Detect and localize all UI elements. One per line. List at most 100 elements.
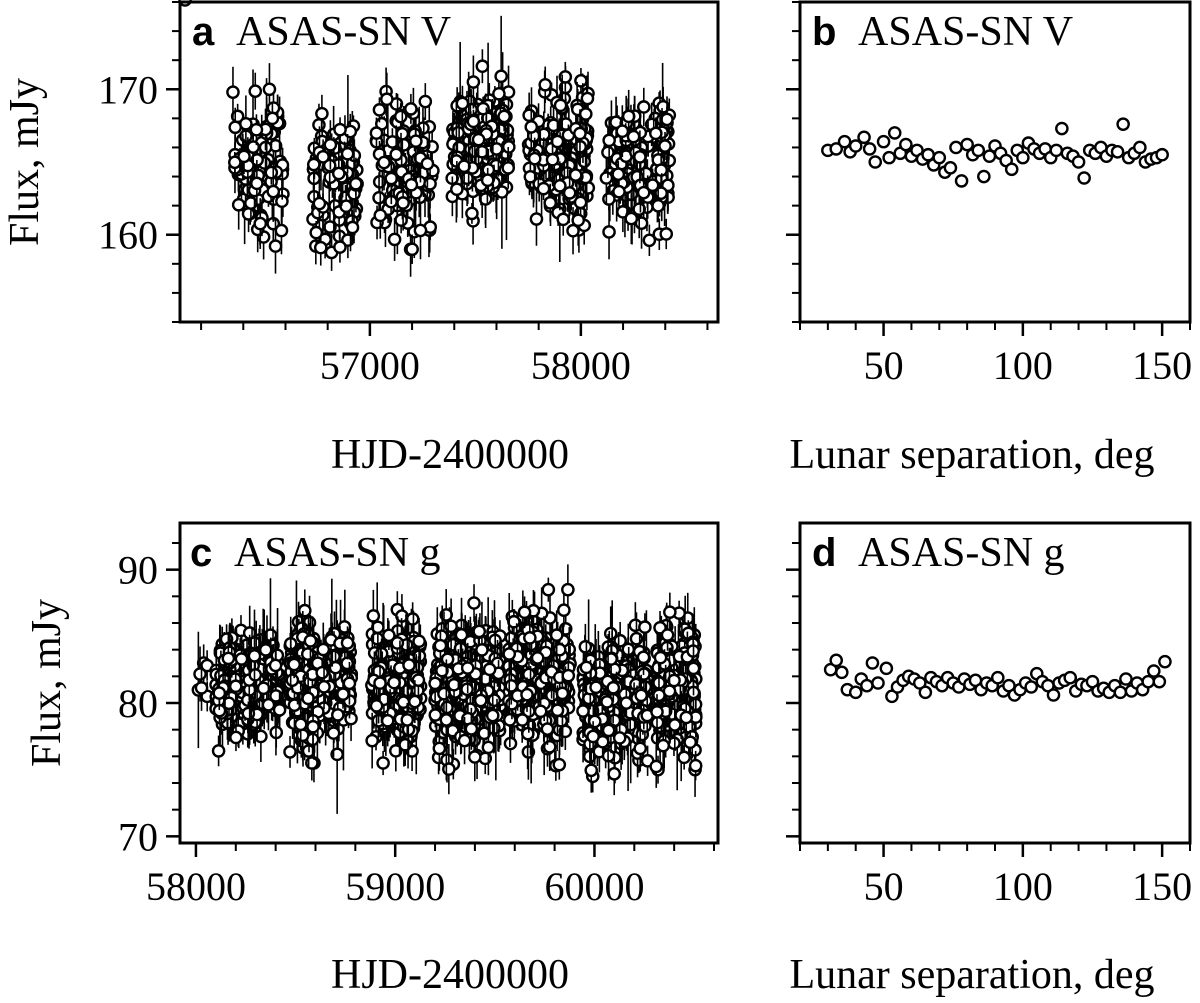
data-point <box>615 124 630 139</box>
data-point <box>651 198 665 213</box>
data-point <box>660 112 674 127</box>
data-point <box>1055 121 1069 136</box>
data-point <box>340 636 355 650</box>
data-point <box>601 145 615 160</box>
data-point <box>899 137 913 152</box>
data-point <box>619 696 634 710</box>
data-point <box>517 605 532 620</box>
data-point <box>404 177 419 192</box>
x-tick-label: 50 <box>864 343 904 388</box>
data-point <box>336 687 350 701</box>
data-point <box>527 151 542 166</box>
data-point <box>584 763 599 778</box>
data-point <box>492 86 506 101</box>
data-point <box>634 688 648 703</box>
data-point <box>485 708 500 723</box>
data-point <box>1049 143 1064 158</box>
data-point <box>467 596 481 610</box>
data-point <box>306 719 320 734</box>
x-tick-label: 150 <box>1132 343 1192 388</box>
data-point <box>250 176 264 191</box>
data-point <box>229 730 243 745</box>
data-point <box>553 178 567 193</box>
data-point <box>433 638 448 653</box>
panel-a-ylabel: Flux, mJy <box>2 78 48 246</box>
data-point <box>285 673 300 687</box>
data-point <box>561 668 576 683</box>
data-point <box>576 704 590 718</box>
data-point <box>330 708 345 722</box>
data-point <box>481 740 496 755</box>
data-point <box>466 75 481 89</box>
data-point <box>524 120 539 134</box>
data-point <box>580 91 595 106</box>
data-point <box>949 140 963 155</box>
data-point <box>376 756 390 770</box>
data-point <box>297 603 312 618</box>
data-point <box>536 181 551 196</box>
data-point <box>372 103 387 117</box>
data-point <box>394 213 408 227</box>
data-point <box>315 665 329 680</box>
data-point <box>228 679 243 694</box>
panel-b-plot <box>821 117 1169 188</box>
data-point <box>633 150 647 164</box>
data-point <box>475 643 489 657</box>
data-point <box>428 708 443 722</box>
data-point <box>464 722 479 736</box>
data-point <box>472 624 487 639</box>
data-point <box>1004 162 1019 177</box>
data-point <box>550 134 565 149</box>
x-tick-label: 58000 <box>531 343 631 388</box>
data-point <box>323 137 338 152</box>
data-point <box>241 706 256 721</box>
data-point <box>571 213 586 228</box>
data-point <box>543 196 558 210</box>
data-point <box>295 728 310 743</box>
data-point <box>247 649 262 663</box>
data-point <box>340 656 354 671</box>
data-point <box>193 667 207 681</box>
panel-a-xlabel: HJD-2400000 <box>331 432 569 478</box>
data-point <box>249 122 264 137</box>
data-point <box>475 59 490 74</box>
data-point <box>626 129 641 144</box>
data-point <box>523 169 538 184</box>
data-point <box>395 126 410 141</box>
data-point <box>387 232 402 247</box>
data-point <box>413 223 428 238</box>
data-point <box>228 155 242 170</box>
data-point <box>460 661 475 675</box>
data-point <box>522 667 536 682</box>
data-point <box>365 733 379 748</box>
data-point <box>549 628 564 642</box>
data-point <box>274 223 289 238</box>
data-point <box>366 609 381 623</box>
data-point <box>659 227 674 241</box>
data-point <box>558 70 573 84</box>
data-point <box>502 647 517 661</box>
data-point <box>315 106 329 121</box>
data-point <box>439 713 454 727</box>
data-point <box>256 681 271 696</box>
data-point <box>603 626 618 641</box>
data-point <box>887 126 902 140</box>
data-point <box>529 212 544 226</box>
data-point <box>241 207 256 221</box>
data-point <box>312 196 327 211</box>
data-point <box>542 739 557 754</box>
data-point <box>317 680 331 694</box>
data-point <box>331 166 346 181</box>
data-point <box>638 620 652 634</box>
data-point <box>971 143 986 158</box>
data-point <box>556 212 571 227</box>
data-point <box>515 713 530 727</box>
data-point <box>607 767 622 781</box>
data-point <box>520 687 534 702</box>
data-point <box>369 126 384 140</box>
data-point <box>553 98 568 113</box>
data-point <box>349 176 363 191</box>
data-point <box>377 155 391 170</box>
data-point <box>194 681 209 695</box>
data-point <box>621 109 636 124</box>
